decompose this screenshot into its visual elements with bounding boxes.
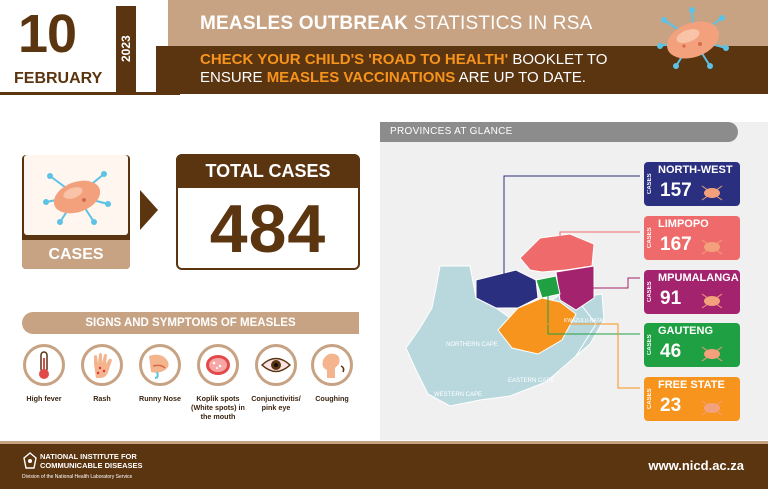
province-card-gauteng: CASES GAUTENG 46	[644, 323, 740, 367]
virus-icon	[657, 7, 729, 69]
total-cases-value: 484	[209, 191, 327, 267]
map-label-kzn: KWAZULU-NATAL	[564, 318, 606, 324]
cough-icon	[311, 344, 353, 386]
thermometer-icon	[23, 344, 65, 386]
page-subtitle: CHECK YOUR CHILD'S 'ROAD TO HEALTH' BOOK…	[200, 51, 608, 86]
symptom-item: Conjunctivitis/ pink eye	[247, 344, 305, 412]
province-card-mpumalanga: CASES MPUMALANGA 91	[644, 270, 740, 314]
virus-icon	[701, 185, 723, 201]
map-label-western-cape: WESTERN CAPE	[434, 392, 482, 398]
footer	[0, 444, 768, 489]
org-division: Division of the National Health Laborato…	[22, 474, 133, 480]
date-underline	[0, 92, 180, 95]
nicd-logo-icon	[23, 452, 37, 469]
org-name: NATIONAL INSTITUTE FOR COMMUNICABLE DISE…	[40, 452, 143, 470]
header-band-bottom	[156, 46, 768, 94]
date-day: 10	[18, 4, 77, 64]
symptom-item: Rash	[73, 344, 131, 403]
symptom-item: High fever	[15, 344, 73, 403]
hand-rash-icon	[81, 344, 123, 386]
province-card-free-state: CASES FREE STATE 23	[644, 377, 740, 421]
map-label-eastern-cape: EASTERN CAPE	[508, 378, 554, 384]
virus-icon	[701, 346, 723, 362]
virus-icon	[701, 293, 723, 309]
date-year: 2023	[119, 35, 133, 63]
total-cases-title: TOTAL CASES	[176, 154, 360, 188]
eye-icon	[255, 344, 297, 386]
map-label-northern-cape: NORTHERN CAPE	[446, 342, 498, 348]
symptom-item: Runny Nose	[131, 344, 189, 403]
date-month: FEBRUARY	[14, 70, 103, 87]
symptom-item: Coughing	[303, 344, 361, 403]
runny-nose-icon	[139, 344, 181, 386]
symptoms-title: SIGNS AND SYMPTOMS OF MEASLES	[22, 312, 359, 334]
cases-label: CASES	[22, 240, 130, 269]
province-card-north-west: CASES NORTH-WEST 157	[644, 162, 740, 206]
south-africa-map: NORTHERN CAPE WESTERN CAPE EASTERN CAPE …	[405, 175, 640, 407]
website-link[interactable]: www.nicd.ac.za	[648, 458, 744, 473]
page-title: MEASLES OUTBREAK STATISTICS IN RSA	[200, 13, 593, 34]
province-card-limpopo: CASES LIMPOPO 167	[644, 216, 740, 260]
virus-icon	[701, 400, 723, 416]
mouth-icon	[197, 344, 239, 386]
year-bar	[116, 6, 136, 92]
arrow-right-icon	[140, 190, 158, 230]
footer-divider	[0, 441, 768, 444]
virus-icon	[701, 239, 723, 255]
provinces-title: PROVINCES AT GLANCE	[380, 122, 738, 142]
symptom-item: Koplik spots (White spots) in the mouth	[189, 344, 247, 421]
virus-icon	[43, 171, 111, 225]
